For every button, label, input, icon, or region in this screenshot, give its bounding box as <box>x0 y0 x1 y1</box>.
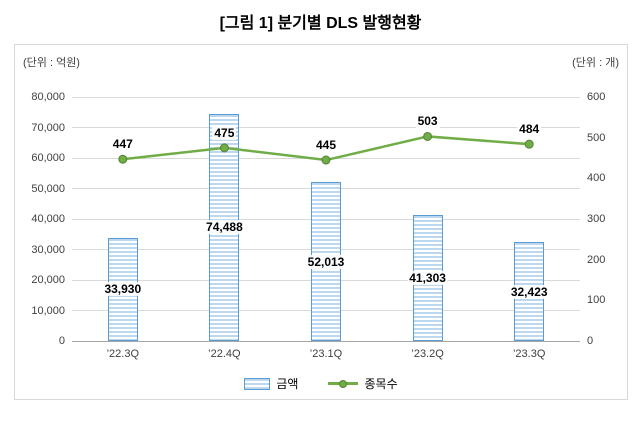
bar-value-label: 74,488 <box>204 220 245 235</box>
left-axis-tick-label: 70,000 <box>31 121 65 134</box>
left-axis-tick-label: 40,000 <box>31 213 65 225</box>
right-axis-tick-label: 600 <box>587 91 606 103</box>
right-axis-unit: (단위 : 개) <box>572 57 619 69</box>
line-point <box>524 139 534 149</box>
bar-value-label: 41,303 <box>407 271 448 285</box>
line-point <box>219 143 229 153</box>
left-axis-tick-label: 20,000 <box>31 274 65 286</box>
left-axis-tick-label: 0 <box>58 335 65 347</box>
legend: 금액 종목수 <box>15 375 627 392</box>
plot-area: 0 10,000 20,000 30,000 40,000 50,000 60,000 70,… <box>31 91 605 360</box>
bar-value-label: 52,013 <box>305 254 347 269</box>
left-axis-tick-label: 60,000 <box>31 152 65 164</box>
left-axis-unit: (단위 : 억원) <box>23 57 80 69</box>
legend-label-amount: 금액 <box>276 377 299 391</box>
right-axis-tick-label: 400 <box>587 172 606 185</box>
right-axis-tick-label: 500 <box>587 131 606 144</box>
right-axis-tick-label: 0 <box>587 335 594 347</box>
category-label: ’23.3Q <box>512 348 546 360</box>
category-label: ’22.4Q <box>208 348 241 360</box>
line-value-label: 484 <box>517 122 542 137</box>
right-axis-tick-label: 300 <box>587 213 606 225</box>
right-axis-tick-label: 100 <box>587 294 606 307</box>
left-axis-tick-label: 80,000 <box>31 91 65 103</box>
gridline <box>72 96 580 98</box>
legend-item-count: 종목수 <box>328 375 398 392</box>
line-point <box>321 155 331 165</box>
right-axis-tick-label: 200 <box>587 253 606 266</box>
category-label: ’23.2Q <box>411 348 444 360</box>
line-marker-icon <box>339 379 348 388</box>
chart-area: (단위 : 억원) (단위 : 개) 0 10,000 20,000 30,000 40… <box>14 44 628 400</box>
line-point <box>423 131 433 141</box>
line-swatch-icon <box>328 379 359 388</box>
line-value-label: 475 <box>212 125 237 140</box>
gridline <box>72 127 580 128</box>
chart-title: [그림 1] 분기별 DLS 발행현황 <box>219 15 422 32</box>
bar-value-label: 33,930 <box>102 282 144 297</box>
line-point <box>118 154 128 164</box>
line-value-label: 503 <box>415 114 440 129</box>
bar-value-label: 32,423 <box>508 284 550 299</box>
legend-item-amount: 금액 <box>244 375 298 392</box>
left-axis-tick-label: 30,000 <box>31 243 65 256</box>
left-axis-tick-label: 50,000 <box>31 182 65 195</box>
line-series <box>118 131 534 165</box>
category-label: ’23.1Q <box>309 348 343 360</box>
line-value-label: 445 <box>313 138 339 153</box>
left-axis-tick-label: 10,000 <box>31 304 65 317</box>
line-value-label: 447 <box>110 137 135 152</box>
bar-swatch-icon <box>244 377 271 390</box>
category-label: ’22.3Q <box>106 348 140 360</box>
legend-label-count: 종목수 <box>364 377 398 391</box>
